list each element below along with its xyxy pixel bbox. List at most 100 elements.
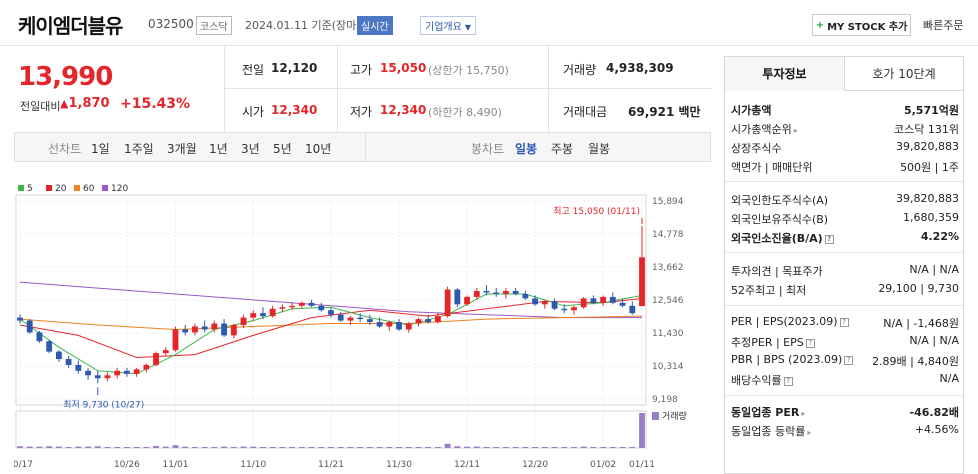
volume-bar (308, 446, 315, 448)
candle-body (483, 291, 490, 293)
company-overview-label: 기업개요 (425, 22, 462, 33)
stock-chart[interactable]: 5 20 60 120 15,894 14,778 13,662 12,546 11,430 10… (14, 175, 714, 474)
candle-body (269, 308, 276, 317)
candle-chart-label[interactable]: 봉차트 (471, 142, 505, 156)
pbr-text: PBR | BPS (2023.09) (731, 353, 843, 366)
divider (725, 252, 963, 253)
volume-bar (483, 446, 490, 448)
candle-body (512, 291, 519, 294)
candle-daily[interactable]: 일봉 (515, 142, 538, 156)
info-icon[interactable]: ? (805, 338, 815, 348)
divider (725, 305, 963, 306)
volume-bar (415, 446, 422, 448)
candle-body (532, 298, 539, 305)
volume-bar (182, 446, 189, 448)
volume-legend-swatch (652, 412, 659, 420)
div-label: 배당수익률? (731, 372, 793, 388)
prev-close-value: 12,120 (271, 61, 318, 75)
toolbar-divider (365, 133, 366, 161)
period-3m[interactable]: 3개월 (167, 142, 197, 156)
candle-body (493, 292, 500, 294)
realtime-button[interactable]: 실시간 (357, 16, 393, 35)
candle-body (172, 329, 179, 351)
period-1y[interactable]: 1년 (209, 142, 228, 156)
week52-value: 29,100 | 9,730 (878, 282, 959, 295)
pbr-label: PBR | BPS (2023.09)? (731, 353, 854, 366)
market-cap-value: 5,571억원 (903, 104, 959, 117)
period-1w[interactable]: 1주일 (124, 142, 154, 156)
chevron-right-icon: ▸ (807, 428, 812, 437)
volume-bar (473, 446, 480, 448)
ma-line-120 (19, 281, 642, 319)
sector-per-label: 동일업종 PER ▸ (731, 404, 805, 420)
volume-bar (590, 446, 597, 448)
info-icon[interactable]: ? (824, 234, 834, 244)
tab-invest-info[interactable]: 투자정보 (725, 57, 844, 91)
legend-label: 60 (83, 184, 95, 194)
candle-body (55, 351, 62, 360)
legend-label: 120 (111, 184, 128, 194)
volume-bar (172, 445, 179, 448)
y-tick-label: 13,662 (652, 263, 684, 273)
ma-line-60 (19, 315, 643, 331)
open-label: 시가 (242, 105, 265, 119)
my-stock-label: MY STOCK 추가 (827, 21, 908, 33)
volume-bar (357, 446, 364, 448)
period-5y[interactable]: 5년 (273, 142, 292, 156)
volume-bar (104, 446, 111, 448)
chevron-right-icon: ▸ (801, 409, 806, 418)
legend-swatch (18, 185, 24, 191)
y-tick-label: 15,894 (652, 197, 684, 207)
volume-bar (619, 446, 626, 448)
candle-body (318, 305, 325, 311)
period-1d[interactable]: 1일 (91, 142, 110, 156)
candle-body (561, 308, 568, 311)
info-icon[interactable]: ? (844, 355, 854, 365)
foreign-hold-value: 1,680,359 (903, 211, 959, 224)
volume-bar (55, 446, 62, 448)
info-panel: 투자정보 호가 10단계 시가총액 5,571억원 시가총액순위 ▸ 코스닥 131위… (724, 56, 964, 474)
period-10y[interactable]: 10년 (305, 142, 332, 156)
volume-bar (541, 446, 548, 448)
y-tick-label: 9,198 (652, 395, 678, 405)
info-icon[interactable]: ? (783, 376, 793, 386)
volume-bar (454, 446, 461, 448)
amount-unit: 백만 (678, 105, 701, 119)
volume-bar (26, 446, 33, 448)
y-tick-label: 11,430 (652, 329, 684, 339)
my-stock-add-button[interactable]: + MY STOCK 추가 (812, 14, 911, 36)
candle-body (162, 350, 169, 354)
volume-bar (571, 446, 577, 448)
high-label: 고가 (350, 63, 373, 77)
sector-per-text: 동일업종 PER (731, 406, 800, 419)
volume-bar (17, 446, 23, 448)
quick-order-link[interactable]: 빠른주문 (923, 19, 964, 32)
x-tick-label: 12/11 (454, 460, 480, 470)
lower-limit-text: (하한가 8,490) (428, 106, 502, 119)
sector-change-row[interactable]: 동일업종 등락률 ▸ +4.56% (731, 423, 959, 441)
candle-body (123, 370, 130, 374)
sector-change-label: 동일업종 등락률 ▸ (731, 423, 811, 439)
volume-bar (211, 446, 218, 448)
candle-weekly[interactable]: 주봉 (551, 142, 574, 156)
period-3y[interactable]: 3년 (241, 142, 260, 156)
legend-label: 20 (55, 184, 67, 194)
candle-body (211, 323, 218, 330)
company-overview-dropdown[interactable]: 기업개요 ▼ (420, 16, 476, 35)
volume-bar (328, 446, 334, 448)
x-tick-label: 01/02 (590, 460, 616, 470)
info-icon[interactable]: ? (839, 317, 849, 327)
plus-icon: + (815, 19, 825, 31)
candle-body (221, 323, 228, 336)
candle-body (143, 364, 150, 370)
volume-bar (279, 446, 286, 448)
market-cap-rank-row[interactable]: 시가총액순위 ▸ 코스닥 131위 (731, 121, 959, 139)
volume-bar (444, 443, 451, 448)
line-chart-label[interactable]: 선차트 (48, 142, 82, 156)
sector-per-row[interactable]: 동일업종 PER ▸ -46.82배 (731, 404, 959, 422)
tab-orderbook[interactable]: 호가 10단계 (844, 57, 963, 91)
volume-bar (639, 413, 645, 448)
volume-bar (94, 446, 101, 448)
candle-monthly[interactable]: 월봉 (588, 142, 611, 156)
candle-body (454, 289, 461, 305)
